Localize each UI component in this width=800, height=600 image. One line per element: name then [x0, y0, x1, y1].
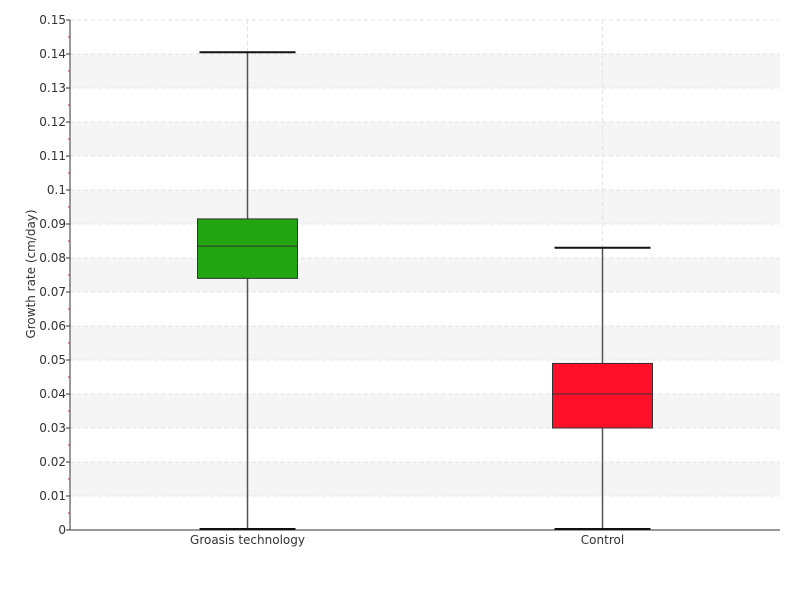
y-tick-label: 0.03 — [39, 421, 66, 435]
y-tick-label: 0.11 — [39, 149, 66, 163]
y-tick-label: 0.1 — [47, 183, 66, 197]
y-axis-title: Growth rate (cm/day) — [24, 209, 38, 338]
iqr-box — [552, 362, 653, 429]
boxes — [197, 51, 653, 530]
background-band — [70, 258, 780, 292]
y-tick-label: 0.15 — [39, 13, 66, 27]
y-tick-label: 0.08 — [39, 251, 66, 265]
y-tick-label: 0.13 — [39, 81, 66, 95]
background-band — [70, 190, 780, 224]
iqr-box — [197, 218, 298, 279]
x-category-label: Control — [581, 533, 624, 547]
background-band — [70, 394, 780, 428]
y-tick-label: 0.14 — [39, 47, 66, 61]
background-band — [70, 122, 780, 156]
x-category-label: Groasis technology — [190, 533, 305, 547]
background-band — [70, 462, 780, 496]
background-bands — [70, 54, 780, 496]
y-tick-label: 0.07 — [39, 285, 66, 299]
x-axis-labels: Groasis technology Control — [190, 533, 624, 547]
background-band — [70, 54, 780, 88]
y-tick-label: 0.01 — [39, 489, 66, 503]
y-tick-label: 0.04 — [39, 387, 66, 401]
y-tick-label: 0.12 — [39, 115, 66, 129]
y-tick-label: 0.02 — [39, 455, 66, 469]
y-axis-ticks: 0 0.01 0.02 0.03 0.04 0.05 0.06 0.07 0.08 0.09 0.1… — [39, 13, 70, 537]
background-band — [70, 326, 780, 360]
y-tick-label: 0.06 — [39, 319, 66, 333]
box-2 — [552, 246, 653, 530]
y-tick-label: 0.05 — [39, 353, 66, 367]
y-tick-label: 0.09 — [39, 217, 66, 231]
box-1 — [197, 51, 298, 530]
y-tick-label: 0 — [58, 523, 66, 537]
